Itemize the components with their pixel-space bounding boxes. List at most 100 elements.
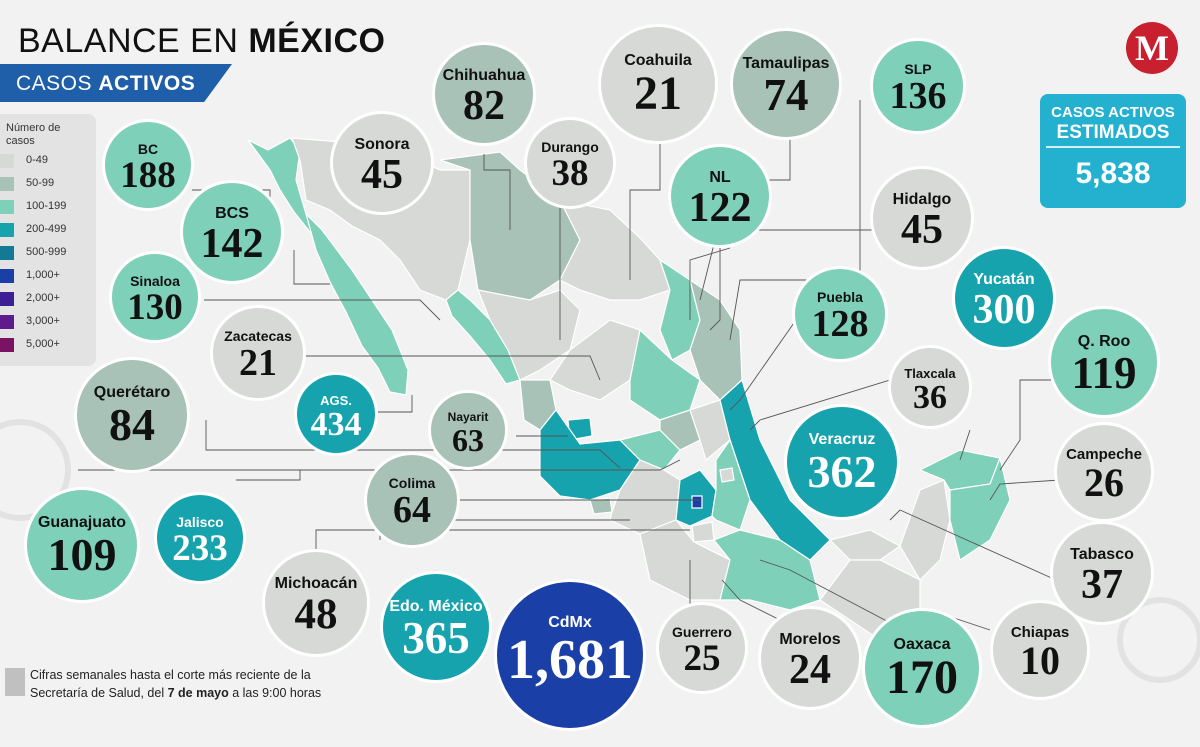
- state-value: 37: [1081, 562, 1123, 608]
- milenio-logo: M: [1126, 22, 1178, 74]
- state-value: 365: [402, 613, 470, 663]
- state-name: Tlaxcala: [904, 366, 956, 381]
- state-hidalgo: [689, 399, 731, 462]
- subtitle-bar: [0, 64, 232, 102]
- legend-swatch: [0, 177, 14, 191]
- state-value: 48: [294, 591, 338, 638]
- legend-swatch: [0, 292, 14, 306]
- state-value: 21: [239, 342, 277, 384]
- state-cdmx: [691, 495, 703, 509]
- state-puebla: [711, 438, 751, 531]
- state-name: Edo. México: [389, 598, 483, 615]
- state-name: Chiapas: [1010, 624, 1070, 641]
- state-oaxaca: [713, 529, 821, 611]
- legend-label: 500-999: [26, 246, 67, 258]
- state-name: AGS.: [320, 393, 352, 408]
- map-shapes: [247, 137, 1011, 641]
- state-name: Tabasco: [1070, 546, 1134, 563]
- state-guerrero: [639, 519, 731, 601]
- legend-item: 100-199: [0, 196, 96, 216]
- state-campeche: [899, 479, 951, 581]
- state-name: Oaxaca: [893, 636, 951, 653]
- bubble-nayarit: Nayarit 63: [428, 390, 508, 470]
- footnote: Cifras semanales hasta el corte más reci…: [30, 668, 322, 700]
- legend-swatch: [0, 269, 14, 283]
- state-name: Colima: [388, 475, 436, 491]
- legend-item: 3,000+: [0, 311, 96, 331]
- bubble-chiapas: Chiapas 10: [990, 600, 1090, 700]
- state-name: BCS: [215, 205, 249, 222]
- bubble-coahuila: Coahuila 21: [598, 24, 718, 144]
- state-value: 300: [972, 287, 1036, 333]
- legend-label: 3,000+: [26, 315, 60, 327]
- state-value: 136: [889, 75, 947, 117]
- legend-swatch: [0, 315, 14, 329]
- bubble-slp: SLP 136: [870, 38, 966, 134]
- legend-item: 5,000+: [0, 334, 96, 354]
- bubble-ags: AGS. 434: [294, 372, 378, 456]
- state-name: Zacatecas: [224, 328, 292, 344]
- state-name: Querétaro: [93, 384, 171, 401]
- bubble-cdmx: CdMx 1,681: [494, 579, 646, 731]
- state-value: 45: [361, 152, 403, 198]
- bubble-jalisco: Jalisco 233: [154, 492, 246, 584]
- state-name: Q. Roo: [1077, 333, 1131, 350]
- state-value: 74: [763, 70, 809, 120]
- state-value: 130: [127, 287, 183, 328]
- page-subtitle: CASOS ACTIVOS: [16, 72, 196, 95]
- bubble-nl: NL 122: [668, 144, 772, 248]
- state-guanajuato: [618, 429, 681, 471]
- bubble-guerrero: Guerrero 25: [656, 602, 748, 694]
- state-value: 64: [393, 489, 431, 531]
- state-name: Nayarit: [447, 410, 489, 424]
- state-name: Morelos: [779, 631, 841, 648]
- state-morelos: [691, 521, 715, 543]
- state-value: 170: [886, 651, 958, 704]
- leader-lines: [78, 100, 1061, 651]
- footnote-marker: [5, 668, 25, 696]
- estimate-divider: [1046, 146, 1180, 148]
- state-value: 38: [551, 153, 589, 194]
- legend-swatch: [0, 200, 14, 214]
- estimate-label-1: CASOS ACTIVOS: [1051, 104, 1175, 121]
- state-name: Yucatán: [973, 271, 1035, 288]
- legend-item: 2,000+: [0, 288, 96, 308]
- estimate-value: 5,838: [1075, 157, 1151, 190]
- bubble-campeche: Campeche 26: [1054, 422, 1154, 522]
- bubble-michoacan: Michoacán 48: [262, 549, 370, 657]
- state-name: Guerrero: [672, 624, 732, 640]
- legend-swatch: [0, 246, 14, 260]
- state-value: 434: [310, 406, 362, 443]
- state-name: Sinaloa: [130, 273, 180, 289]
- legend-label: 2,000+: [26, 292, 60, 304]
- state-value: 119: [1071, 348, 1137, 398]
- bubble-puebla: Puebla 128: [792, 266, 888, 362]
- bubble-chihuahua: Chihuahua 82: [432, 42, 536, 146]
- bubble-yucatan: Yucatán 300: [952, 246, 1056, 350]
- state-value: 233: [172, 528, 228, 569]
- state-name: NL: [709, 169, 731, 186]
- bubble-bc: BC 188: [102, 119, 194, 211]
- state-name: Chihuahua: [442, 67, 526, 84]
- state-name: Puebla: [817, 289, 863, 305]
- legend-item: 50-99: [0, 173, 96, 193]
- state-value: 362: [807, 446, 877, 497]
- legend-label: 100-199: [26, 200, 67, 212]
- state-name: Campeche: [1066, 446, 1142, 463]
- legend-title: Número de casos: [6, 122, 61, 147]
- bubble-bcs: BCS 142: [180, 180, 284, 284]
- state-value: 26: [1084, 460, 1124, 505]
- legend-item: 1,000+: [0, 265, 96, 285]
- legend-item: 200-499: [0, 219, 96, 239]
- state-value: 24: [789, 647, 831, 693]
- state-queretaro: [659, 409, 701, 451]
- legend-label: 5,000+: [26, 338, 60, 350]
- bubble-guanajuato: Guanajuato 109: [24, 487, 140, 603]
- bubble-q-roo: Q. Roo 119: [1048, 306, 1160, 418]
- state-value: 109: [47, 529, 117, 580]
- state-value: 188: [120, 155, 176, 196]
- bubble-sonora: Sonora 45: [330, 111, 434, 215]
- state-name: Veracruz: [808, 431, 876, 448]
- page-title: BALANCE EN MÉXICO: [18, 22, 386, 60]
